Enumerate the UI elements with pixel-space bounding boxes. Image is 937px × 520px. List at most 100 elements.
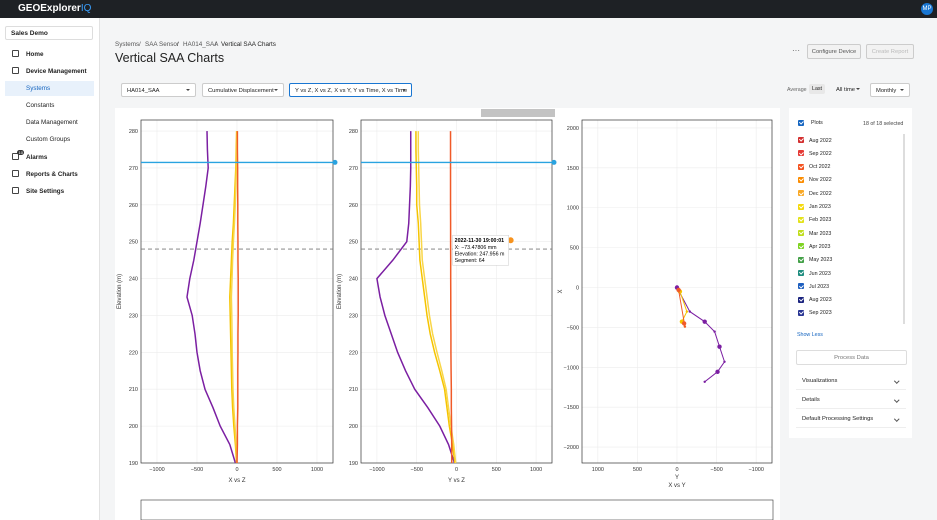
icon xyxy=(12,170,19,177)
active-item xyxy=(5,81,94,96)
y-tick-label: 220 xyxy=(349,350,358,356)
top-bar xyxy=(0,0,937,18)
legend-checkbox[interactable] xyxy=(798,230,804,237)
point xyxy=(717,344,722,349)
x-tick-label: −500 xyxy=(710,467,722,473)
accordion[interactable]: Visualizations xyxy=(796,373,906,390)
tooltip-line: X: −73.47806 mm xyxy=(455,245,498,251)
breadcrumb[interactable]: Systems xyxy=(115,41,140,48)
y-tick-label: 280 xyxy=(349,129,358,135)
point xyxy=(702,319,707,324)
nav-subitem[interactable]: Data Management xyxy=(26,119,78,126)
select[interactable]: Y vs Z, X vs Z, X vs Y, Y vs Time, X vs … xyxy=(289,83,412,97)
tooltip-line: Elevation: 247.956 m xyxy=(455,252,505,258)
legend-checkbox[interactable] xyxy=(798,203,804,210)
logo-name: GEOExplorer xyxy=(18,3,81,14)
logo-suffix: IQ xyxy=(80,3,92,14)
nav-item[interactable]: Reports & Charts xyxy=(26,171,78,178)
legend-checkbox[interactable] xyxy=(798,296,804,303)
nav-subitem[interactable]: Constants xyxy=(26,102,55,109)
button[interactable]: Create Report xyxy=(866,44,914,59)
plot-toolbar[interactable] xyxy=(481,109,555,117)
x-tick-label: 0 xyxy=(455,467,458,473)
chart-title: Y vs Z xyxy=(448,478,465,484)
nav-subitem[interactable]: Systems xyxy=(26,85,51,92)
nav-item[interactable]: Site Settings xyxy=(26,188,65,195)
button[interactable]: Configure Device xyxy=(807,44,861,59)
sep: / xyxy=(139,41,141,48)
chart-title: X vs Y xyxy=(668,483,685,489)
time-chart-frame xyxy=(140,499,774,520)
legend-toggle[interactable]: Show Less xyxy=(797,332,823,338)
nav-item[interactable]: Alarms xyxy=(26,154,48,161)
x-tick-label: −500 xyxy=(411,467,423,473)
x-tick-label: 0 xyxy=(675,467,678,473)
nav-item[interactable]: Device Management xyxy=(26,68,87,75)
legend-checkbox[interactable] xyxy=(798,176,804,183)
select[interactable]: Cumulative Displacement xyxy=(202,83,284,97)
legend-item: Mar 2023 xyxy=(809,230,832,237)
x-tick-label: −1000 xyxy=(149,467,164,473)
handle xyxy=(332,159,338,165)
toggle[interactable]: Last xyxy=(809,84,826,94)
nav-subitem[interactable]: Custom Groups xyxy=(26,136,71,143)
breadcrumb: Vertical SAA Charts xyxy=(221,41,276,48)
y-tick-label: 0 xyxy=(576,286,579,292)
series-line xyxy=(229,131,238,464)
nav-item[interactable]: Home xyxy=(26,51,44,58)
legend-scrollbar xyxy=(903,134,905,324)
legend-item: Feb 2023 xyxy=(809,217,832,224)
handle xyxy=(551,159,557,165)
button[interactable]: Process Data xyxy=(796,350,907,365)
legend-checkbox[interactable] xyxy=(798,283,804,290)
breadcrumb[interactable]: SAA Sensor xyxy=(145,41,179,48)
tooltip-title: 2022-11-30 19:00:01 xyxy=(455,238,505,244)
breadcrumb[interactable]: HA014_SAA xyxy=(183,41,219,48)
y-tick-label: 260 xyxy=(129,203,138,209)
legend-checkbox[interactable] xyxy=(798,309,804,316)
legend-item: Oct 2022 xyxy=(809,164,831,171)
badge: 10 xyxy=(17,150,25,155)
y-tick-label: 210 xyxy=(129,387,138,393)
select[interactable]: All time xyxy=(831,83,865,97)
legend-checkbox[interactable] xyxy=(798,243,804,250)
legend-item: Jan 2023 xyxy=(809,204,831,210)
legend-checkbox[interactable] xyxy=(798,256,804,263)
legend-item: Aug 2023 xyxy=(809,297,832,304)
select[interactable]: HA014_SAA xyxy=(121,83,196,97)
legend-checkbox[interactable] xyxy=(798,137,804,143)
point xyxy=(703,380,706,383)
hover-point xyxy=(507,237,514,244)
legend-item: May 2023 xyxy=(809,257,833,264)
y-tick-label: 200 xyxy=(129,424,138,430)
select[interactable]: Monthly xyxy=(870,83,910,97)
y-tick-label: −500 xyxy=(567,325,579,331)
y-tick-label: 260 xyxy=(349,203,358,209)
point xyxy=(715,369,720,375)
legend-checkbox[interactable] xyxy=(798,216,804,223)
legend-checkbox[interactable] xyxy=(798,150,804,157)
accordion[interactable]: Details xyxy=(796,392,906,409)
point xyxy=(685,310,689,313)
y-tick-label: 2000 xyxy=(567,126,579,132)
logo[interactable]: GEOExplorerIQ xyxy=(18,3,91,14)
legend-checkbox[interactable] xyxy=(798,270,804,276)
y-tick-label: 190 xyxy=(129,461,138,467)
axis-title: Elevation (m) xyxy=(117,274,123,309)
avatar[interactable]: MP xyxy=(921,3,933,15)
y-tick-label: 1000 xyxy=(567,206,579,212)
legend-item: Nov 2022 xyxy=(809,177,832,184)
legend-checkbox[interactable] xyxy=(798,163,804,170)
y-tick-label: 240 xyxy=(349,277,358,283)
more-menu[interactable]: ··· xyxy=(792,46,800,55)
series-line xyxy=(449,131,453,463)
org-select[interactable]: Sales Demo xyxy=(5,26,93,40)
legend-checkbox[interactable] xyxy=(798,190,804,197)
axis-title: X xyxy=(558,289,564,293)
y-tick-label: 190 xyxy=(349,461,358,467)
chart-card xyxy=(115,108,780,520)
point xyxy=(723,360,726,363)
legend-item: Sep 2023 xyxy=(809,310,832,317)
accordion[interactable]: Default Processing Settings xyxy=(796,411,906,428)
